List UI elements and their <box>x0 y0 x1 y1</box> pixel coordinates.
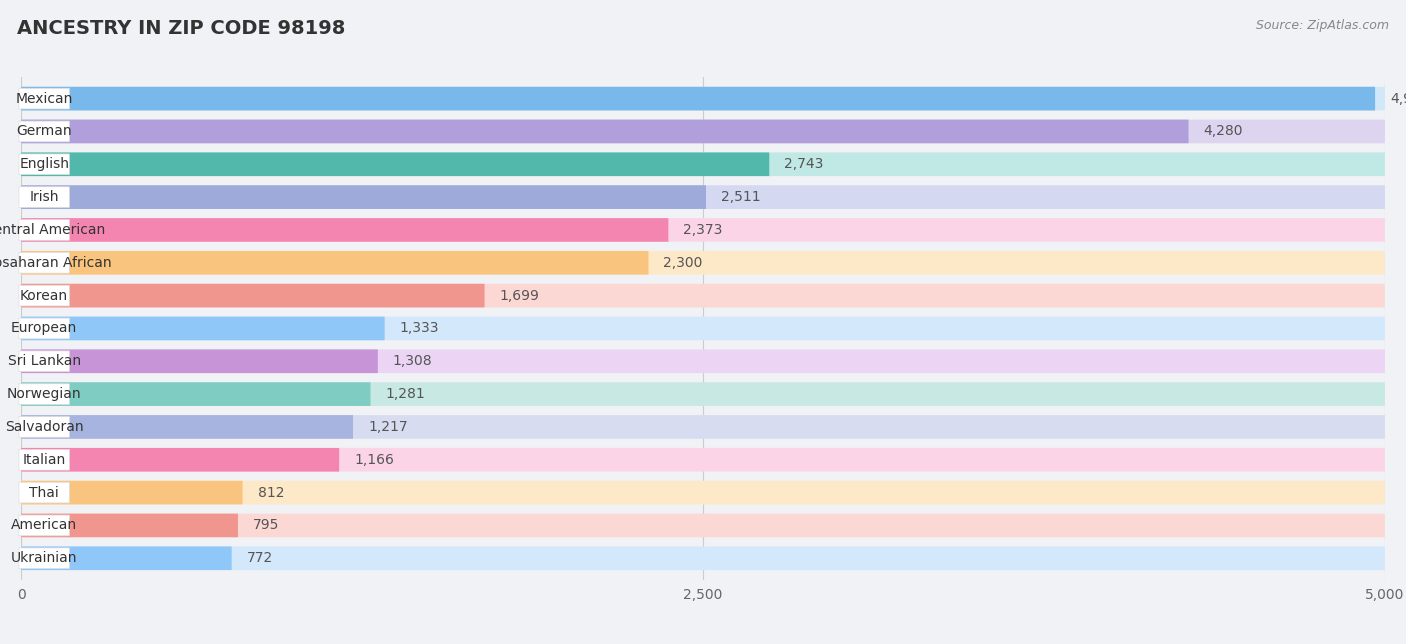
FancyBboxPatch shape <box>21 251 1385 274</box>
FancyBboxPatch shape <box>21 218 1385 242</box>
FancyBboxPatch shape <box>21 87 1375 110</box>
FancyBboxPatch shape <box>18 154 69 175</box>
FancyBboxPatch shape <box>21 120 1385 143</box>
Text: Korean: Korean <box>20 289 69 303</box>
Text: Thai: Thai <box>30 486 59 500</box>
Text: ANCESTRY IN ZIP CODE 98198: ANCESTRY IN ZIP CODE 98198 <box>17 19 346 39</box>
FancyBboxPatch shape <box>18 121 69 142</box>
FancyBboxPatch shape <box>18 187 69 207</box>
FancyBboxPatch shape <box>18 252 69 273</box>
FancyBboxPatch shape <box>21 251 648 274</box>
FancyBboxPatch shape <box>21 415 1385 439</box>
FancyBboxPatch shape <box>21 448 339 471</box>
Text: 812: 812 <box>257 486 284 500</box>
FancyBboxPatch shape <box>21 514 238 537</box>
Text: Central American: Central American <box>0 223 105 237</box>
FancyBboxPatch shape <box>21 218 668 242</box>
FancyBboxPatch shape <box>21 284 485 307</box>
Text: 772: 772 <box>246 551 273 565</box>
FancyBboxPatch shape <box>18 450 69 470</box>
Text: Sri Lankan: Sri Lankan <box>7 354 80 368</box>
Text: 1,699: 1,699 <box>499 289 540 303</box>
Text: 2,743: 2,743 <box>785 157 824 171</box>
FancyBboxPatch shape <box>18 88 69 109</box>
Text: 795: 795 <box>253 518 280 533</box>
Text: 1,281: 1,281 <box>385 387 425 401</box>
Text: Norwegian: Norwegian <box>7 387 82 401</box>
FancyBboxPatch shape <box>21 284 1385 307</box>
FancyBboxPatch shape <box>18 220 69 240</box>
Text: European: European <box>11 321 77 336</box>
FancyBboxPatch shape <box>21 481 243 504</box>
FancyBboxPatch shape <box>21 153 769 176</box>
FancyBboxPatch shape <box>21 547 1385 570</box>
FancyBboxPatch shape <box>21 185 706 209</box>
Text: 4,964: 4,964 <box>1391 91 1406 106</box>
Text: English: English <box>20 157 69 171</box>
FancyBboxPatch shape <box>18 515 69 536</box>
Text: American: American <box>11 518 77 533</box>
FancyBboxPatch shape <box>18 318 69 339</box>
FancyBboxPatch shape <box>21 415 353 439</box>
Text: 2,373: 2,373 <box>683 223 723 237</box>
Text: Source: ZipAtlas.com: Source: ZipAtlas.com <box>1256 19 1389 32</box>
Text: Mexican: Mexican <box>15 91 73 106</box>
Text: 1,308: 1,308 <box>392 354 433 368</box>
FancyBboxPatch shape <box>21 120 1188 143</box>
Text: 1,166: 1,166 <box>354 453 394 467</box>
FancyBboxPatch shape <box>21 185 1385 209</box>
Text: German: German <box>17 124 72 138</box>
FancyBboxPatch shape <box>21 317 385 340</box>
FancyBboxPatch shape <box>18 285 69 306</box>
FancyBboxPatch shape <box>18 351 69 372</box>
FancyBboxPatch shape <box>18 482 69 503</box>
FancyBboxPatch shape <box>21 383 1385 406</box>
FancyBboxPatch shape <box>21 317 1385 340</box>
Text: Ukrainian: Ukrainian <box>11 551 77 565</box>
FancyBboxPatch shape <box>18 548 69 569</box>
Text: 2,300: 2,300 <box>664 256 703 270</box>
Text: Subsaharan African: Subsaharan African <box>0 256 112 270</box>
FancyBboxPatch shape <box>21 547 232 570</box>
FancyBboxPatch shape <box>21 87 1385 110</box>
Text: Salvadoran: Salvadoran <box>4 420 83 434</box>
FancyBboxPatch shape <box>21 153 1385 176</box>
FancyBboxPatch shape <box>21 383 371 406</box>
FancyBboxPatch shape <box>21 350 378 373</box>
Text: Italian: Italian <box>22 453 66 467</box>
FancyBboxPatch shape <box>21 481 1385 504</box>
Text: 4,280: 4,280 <box>1204 124 1243 138</box>
FancyBboxPatch shape <box>21 448 1385 471</box>
FancyBboxPatch shape <box>18 384 69 404</box>
FancyBboxPatch shape <box>18 417 69 437</box>
Text: 1,333: 1,333 <box>399 321 439 336</box>
FancyBboxPatch shape <box>21 350 1385 373</box>
Text: Irish: Irish <box>30 190 59 204</box>
FancyBboxPatch shape <box>21 514 1385 537</box>
Text: 2,511: 2,511 <box>721 190 761 204</box>
Text: 1,217: 1,217 <box>368 420 408 434</box>
